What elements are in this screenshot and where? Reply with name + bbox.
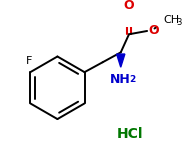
Text: O: O <box>124 0 134 12</box>
Polygon shape <box>117 54 125 67</box>
Text: 2: 2 <box>129 75 135 84</box>
Text: NH: NH <box>110 73 130 86</box>
Text: 3: 3 <box>176 18 181 27</box>
Text: CH: CH <box>164 15 180 25</box>
Text: HCl: HCl <box>117 127 143 141</box>
Text: F: F <box>26 56 32 66</box>
Text: O: O <box>149 24 159 37</box>
